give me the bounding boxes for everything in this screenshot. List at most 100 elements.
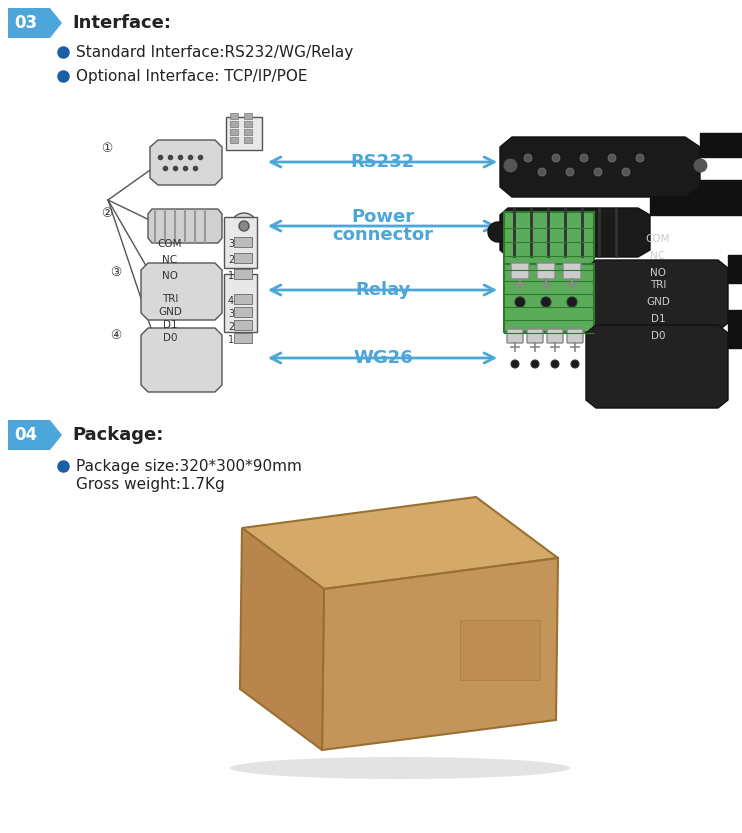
Text: RS232: RS232	[351, 153, 415, 171]
Text: 1: 1	[228, 271, 234, 281]
Circle shape	[571, 360, 579, 368]
Text: ①: ①	[101, 142, 112, 154]
Text: connector: connector	[332, 226, 433, 244]
FancyBboxPatch shape	[547, 329, 563, 343]
FancyBboxPatch shape	[244, 113, 252, 119]
FancyBboxPatch shape	[224, 217, 257, 268]
FancyBboxPatch shape	[728, 310, 742, 348]
FancyBboxPatch shape	[234, 237, 252, 247]
Circle shape	[531, 360, 539, 368]
FancyBboxPatch shape	[650, 180, 742, 215]
Polygon shape	[500, 137, 700, 197]
Text: D1: D1	[162, 320, 177, 330]
Polygon shape	[500, 208, 650, 257]
Text: TRI: TRI	[650, 280, 666, 290]
Text: NO: NO	[650, 268, 666, 278]
Text: ④: ④	[110, 328, 121, 342]
Circle shape	[594, 168, 602, 176]
Circle shape	[580, 154, 588, 162]
Text: 04: 04	[14, 426, 37, 444]
Text: Gross weight:1.7Kg: Gross weight:1.7Kg	[76, 476, 225, 491]
Polygon shape	[586, 260, 728, 331]
Circle shape	[551, 360, 559, 368]
Circle shape	[567, 297, 577, 307]
Text: 2: 2	[228, 255, 234, 265]
Circle shape	[511, 360, 519, 368]
Circle shape	[239, 221, 249, 231]
FancyBboxPatch shape	[234, 253, 252, 263]
Circle shape	[636, 154, 644, 162]
Polygon shape	[586, 325, 728, 408]
FancyBboxPatch shape	[567, 329, 583, 343]
Text: Standard Interface:RS232/WG/Relay: Standard Interface:RS232/WG/Relay	[76, 44, 353, 59]
Text: NC: NC	[651, 251, 666, 261]
Circle shape	[552, 154, 560, 162]
FancyBboxPatch shape	[226, 117, 262, 150]
FancyBboxPatch shape	[244, 137, 252, 143]
FancyBboxPatch shape	[234, 269, 252, 279]
Circle shape	[622, 168, 630, 176]
Polygon shape	[150, 140, 222, 185]
Text: 2: 2	[228, 322, 234, 332]
FancyBboxPatch shape	[700, 133, 742, 157]
Polygon shape	[8, 420, 62, 450]
Text: D0: D0	[651, 331, 666, 341]
Text: Package:: Package:	[72, 426, 163, 444]
Text: ③: ③	[110, 266, 121, 278]
Text: TRI: TRI	[162, 294, 178, 304]
Text: 3: 3	[228, 309, 234, 319]
FancyBboxPatch shape	[511, 263, 529, 279]
FancyBboxPatch shape	[504, 212, 594, 268]
Text: Interface:: Interface:	[72, 14, 171, 32]
Polygon shape	[240, 528, 324, 750]
Circle shape	[541, 297, 551, 307]
Polygon shape	[141, 328, 222, 392]
FancyBboxPatch shape	[230, 113, 238, 119]
FancyBboxPatch shape	[507, 329, 523, 343]
Text: 4: 4	[228, 296, 234, 306]
Text: 03: 03	[14, 14, 37, 32]
FancyBboxPatch shape	[230, 129, 238, 135]
FancyBboxPatch shape	[563, 263, 581, 279]
Circle shape	[231, 213, 257, 239]
Polygon shape	[242, 497, 558, 589]
FancyBboxPatch shape	[537, 263, 555, 279]
Text: Package size:320*300*90mm: Package size:320*300*90mm	[76, 458, 302, 473]
FancyBboxPatch shape	[234, 333, 252, 343]
Polygon shape	[322, 558, 558, 750]
Text: NO: NO	[162, 271, 178, 281]
Polygon shape	[148, 209, 222, 243]
Circle shape	[608, 154, 616, 162]
Text: Optional Interface: TCP/IP/POE: Optional Interface: TCP/IP/POE	[76, 68, 307, 83]
Text: 1: 1	[228, 335, 234, 345]
Text: WG26: WG26	[353, 349, 413, 367]
FancyBboxPatch shape	[230, 137, 238, 143]
Text: D1: D1	[651, 314, 666, 324]
Text: NC: NC	[162, 255, 177, 265]
FancyBboxPatch shape	[224, 274, 257, 332]
Text: COM: COM	[646, 234, 670, 244]
FancyBboxPatch shape	[230, 121, 238, 127]
FancyBboxPatch shape	[728, 255, 742, 283]
Ellipse shape	[230, 757, 570, 779]
Circle shape	[538, 168, 546, 176]
Circle shape	[488, 222, 508, 242]
FancyBboxPatch shape	[460, 620, 540, 680]
Circle shape	[515, 297, 525, 307]
Text: Relay: Relay	[355, 281, 410, 299]
Text: GND: GND	[158, 307, 182, 317]
Text: Power: Power	[352, 208, 415, 226]
FancyBboxPatch shape	[244, 121, 252, 127]
FancyBboxPatch shape	[504, 264, 594, 332]
FancyBboxPatch shape	[244, 129, 252, 135]
FancyBboxPatch shape	[234, 294, 252, 304]
Text: ②: ②	[101, 207, 112, 220]
Text: 3: 3	[228, 239, 234, 249]
Text: GND: GND	[646, 297, 670, 307]
FancyBboxPatch shape	[234, 320, 252, 330]
Polygon shape	[8, 8, 62, 38]
Polygon shape	[141, 263, 222, 320]
Text: COM: COM	[158, 239, 183, 249]
Text: D0: D0	[162, 333, 177, 343]
Circle shape	[566, 168, 574, 176]
